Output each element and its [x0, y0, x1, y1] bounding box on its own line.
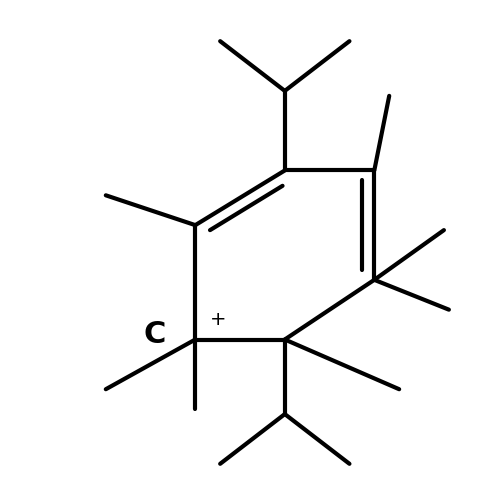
- Text: +: +: [210, 310, 226, 328]
- Text: C: C: [143, 320, 166, 349]
